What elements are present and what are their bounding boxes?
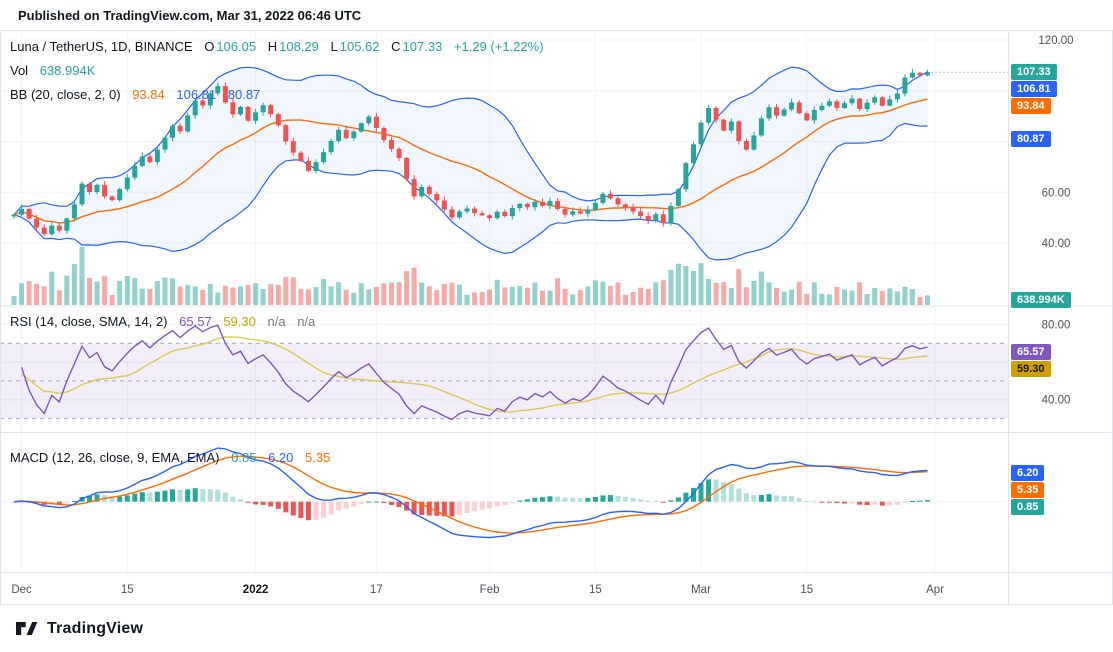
svg-text:80.00: 80.00 — [1042, 319, 1071, 331]
svg-text:15: 15 — [121, 584, 134, 596]
svg-text:Mar: Mar — [691, 584, 711, 596]
volume-axis-label: 638.994K — [1011, 292, 1071, 308]
macd-hist-axis-label: 0.85 — [1011, 499, 1045, 515]
volume-legend: Vol 638.994K — [10, 63, 95, 79]
rsi-ma-axis-label: 59.30 — [1011, 361, 1051, 377]
tradingview-brand[interactable]: TradingView — [47, 619, 144, 637]
rsi-legend: RSI (14, close, SMA, 14, 2) 65.57 59.30 … — [10, 314, 315, 330]
macd-signal-axis-label: 5.35 — [1011, 482, 1045, 498]
tradingview-logo-icon[interactable] — [16, 620, 38, 637]
svg-text:Feb: Feb — [480, 584, 500, 596]
svg-text:2022: 2022 — [243, 584, 269, 596]
rsi-label[interactable]: RSI (14, close, SMA, 14, 2) — [10, 314, 168, 329]
rsi-value: 65.57 — [179, 314, 212, 329]
published-text: Published on TradingView.com, Mar 31, 20… — [18, 7, 362, 23]
svg-text:60.00: 60.00 — [1042, 187, 1071, 199]
chart-area[interactable]: 120.00 60.00 40.00 80.00 40.00 Dec 15 2022 17 Feb… — [0, 30, 1113, 605]
high-label: H — [267, 39, 278, 54]
bb-upper-value: 106.81 — [176, 87, 217, 102]
macd-line-axis-label: 6.20 — [1011, 465, 1045, 481]
last-price-axis-label: 107.33 — [1011, 64, 1057, 80]
open-label: O — [204, 39, 215, 54]
svg-text:17: 17 — [370, 584, 383, 596]
svg-text:120.00: 120.00 — [1038, 35, 1073, 47]
rsi-axis-label: 65.57 — [1011, 344, 1051, 360]
svg-text:40.00: 40.00 — [1042, 395, 1071, 407]
footer: TradingView — [0, 605, 1113, 652]
published-bar: Published on TradingView.com, Mar 31, 20… — [0, 0, 1113, 30]
macd-label[interactable]: MACD (12, 26, close, 9, EMA, EMA) — [10, 450, 220, 465]
chart-canvas: 120.00 60.00 40.00 80.00 40.00 Dec 15 2022 17 Feb… — [0, 30, 1113, 605]
svg-text:40.00: 40.00 — [1042, 238, 1071, 250]
svg-text:Dec: Dec — [11, 584, 32, 596]
rsi-na2: n/a — [297, 314, 316, 329]
low-value: 105.62 — [339, 39, 380, 54]
close-value: 107.33 — [402, 39, 443, 54]
macd-line-value: 6.20 — [268, 450, 294, 465]
change-value: +1.29 (+1.22%) — [453, 39, 544, 54]
bb-legend: BB (20, close, 2, 0) 93.84 106.81 80.87 — [10, 87, 260, 103]
symbol-title[interactable]: Luna / TetherUS, 1D, BINANCE — [10, 39, 193, 54]
svg-text:15: 15 — [589, 584, 602, 596]
volume-label[interactable]: Vol — [10, 63, 29, 78]
macd-signal-value: 5.35 — [305, 450, 331, 465]
rsi-na1: n/a — [267, 314, 286, 329]
close-label: C — [391, 39, 401, 54]
macd-hist-value: 0.85 — [231, 450, 257, 465]
bb-lower-axis-label: 80.87 — [1011, 131, 1051, 147]
bb-upper-axis-label: 106.81 — [1011, 81, 1057, 97]
low-label: L — [330, 39, 338, 54]
open-value: 106.05 — [216, 39, 257, 54]
volume-value: 638.994K — [39, 63, 96, 78]
svg-text:15: 15 — [800, 584, 813, 596]
rsi-ma-value: 59.30 — [223, 314, 256, 329]
bb-basis-axis-label: 93.84 — [1011, 98, 1051, 114]
bb-basis-value: 93.84 — [132, 87, 165, 102]
symbol-legend: Luna / TetherUS, 1D, BINANCE O 106.05 H 10… — [10, 39, 544, 55]
bb-label[interactable]: BB (20, close, 2, 0) — [10, 87, 121, 102]
macd-legend: MACD (12, 26, close, 9, EMA, EMA) 0.85 6… — [10, 450, 330, 466]
bb-lower-value: 80.87 — [227, 87, 261, 102]
svg-text:Apr: Apr — [926, 584, 944, 596]
high-value: 108.29 — [279, 39, 319, 54]
